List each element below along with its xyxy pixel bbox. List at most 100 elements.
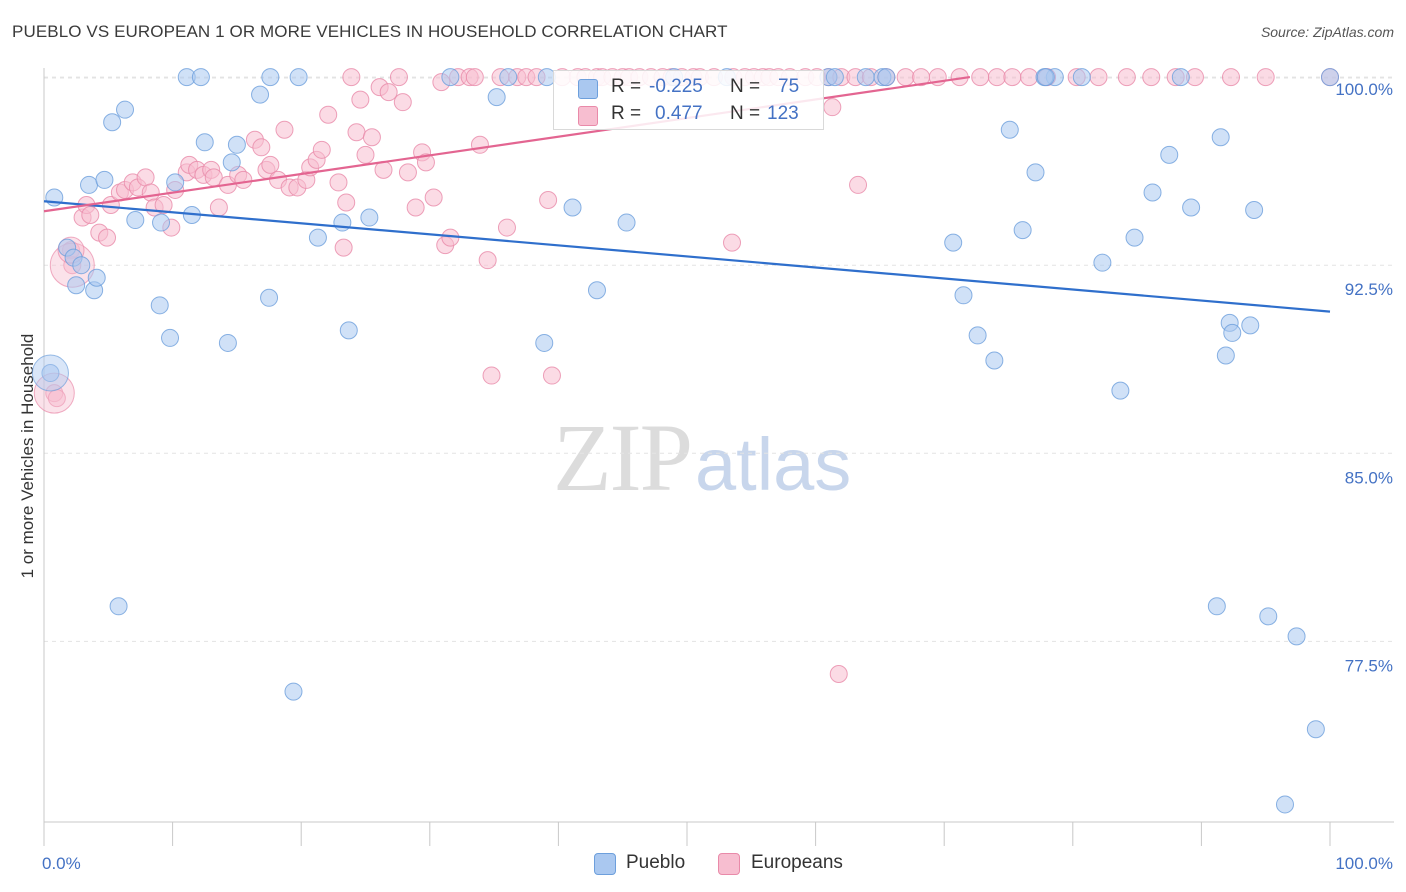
europeans-point — [154, 195, 173, 214]
europeans-point — [987, 68, 1006, 87]
pueblo-point — [289, 68, 308, 87]
pueblo-point — [222, 153, 241, 172]
pueblo-trend-line — [43, 200, 1331, 313]
europeans-trend-line — [43, 75, 971, 213]
europeans-n-label: N = — [730, 103, 761, 124]
europeans-point — [470, 135, 489, 154]
europeans-point — [971, 68, 990, 87]
europeans-point — [542, 366, 561, 385]
europeans-point — [539, 190, 558, 209]
pueblo-point — [1111, 381, 1130, 400]
pueblo-point — [1013, 221, 1032, 240]
europeans-point — [398, 163, 417, 182]
pueblo-n-label: N = — [730, 76, 761, 97]
source-label: Source: ZipAtlas.com — [1260, 24, 1394, 40]
pueblo-point — [1207, 597, 1226, 616]
pueblo-point — [41, 364, 60, 383]
europeans-point — [1089, 68, 1108, 87]
pueblo-point-large — [31, 354, 69, 392]
europeans-point — [209, 198, 228, 217]
pueblo-r-label: R = — [611, 76, 642, 97]
europeans-point — [393, 93, 412, 112]
europeans-point — [319, 105, 338, 124]
pueblo-point — [1287, 627, 1306, 646]
pueblo-point — [499, 68, 518, 87]
europeans-point — [896, 68, 915, 87]
pueblo-point — [856, 68, 875, 87]
europeans-point — [1256, 68, 1275, 87]
pueblo-point — [260, 288, 279, 307]
europeans-r-label: R = — [611, 103, 642, 124]
pueblo-point — [1182, 198, 1201, 217]
europeans-point — [362, 128, 381, 147]
europeans-point — [329, 173, 348, 192]
grid-lines — [44, 76, 1394, 642]
legend-row-pueblo: R = -0.225 N = 75 — [554, 74, 823, 100]
pueblo-point — [617, 213, 636, 232]
watermark-zip: ZIP — [553, 404, 693, 511]
pueblo-point — [308, 228, 327, 247]
pueblo-point — [72, 256, 91, 275]
europeans-n-value: 123 — [767, 103, 799, 124]
europeans-point — [312, 140, 331, 159]
europeans-point — [337, 193, 356, 212]
europeans-point — [406, 198, 425, 217]
pueblo-point — [152, 213, 171, 232]
pueblo-point — [968, 326, 987, 345]
pueblo-point — [166, 173, 185, 192]
pueblo-point — [109, 597, 128, 616]
europeans-point — [261, 155, 280, 174]
europeans-point — [351, 90, 370, 109]
pueblo-point — [1143, 183, 1162, 202]
watermark-atlas: atlas — [695, 423, 852, 506]
pueblo-point — [195, 133, 214, 152]
europeans-point — [379, 83, 398, 102]
y-tick-label: 92.5% — [1345, 280, 1393, 299]
pueblo-point — [360, 208, 379, 227]
pueblo-points — [31, 68, 1339, 814]
europeans-point — [234, 170, 253, 189]
pueblo-r-value: -0.225 — [649, 76, 703, 97]
pueblo-point — [954, 286, 973, 305]
pueblo-point — [1321, 68, 1339, 87]
europeans-point — [1020, 68, 1039, 87]
europeans-point — [98, 228, 117, 247]
pueblo-point — [126, 211, 145, 230]
y-tick-label: 100.0% — [1335, 80, 1393, 99]
y-tick-label: 77.5% — [1345, 656, 1393, 675]
stats-legend: R = -0.225 N = 75 R = 0.477 N = 123 — [553, 70, 824, 130]
pueblo-point — [1093, 253, 1112, 272]
pueblo-point — [191, 68, 210, 87]
europeans-point — [424, 188, 443, 207]
chart-title: PUEBLO VS EUROPEAN 1 OR MORE VEHICLES IN… — [12, 22, 728, 41]
europeans-point — [356, 145, 375, 164]
pueblo-swatch — [578, 79, 598, 99]
pueblo-point — [1171, 68, 1190, 87]
europeans-point — [482, 366, 501, 385]
pueblo-point — [1036, 68, 1055, 87]
europeans-point — [465, 68, 484, 87]
europeans-point — [723, 233, 742, 252]
pueblo-point — [261, 68, 280, 87]
pueblo-point — [535, 333, 554, 352]
pueblo-point — [150, 296, 169, 315]
pueblo-point — [1306, 720, 1325, 739]
pueblo-point — [1245, 201, 1264, 220]
tick-labels: 77.5% 85.0% 92.5% 100.0% 0.0% 100.0% — [42, 80, 1393, 873]
pueblo-point — [441, 68, 460, 87]
pueblo-point — [1241, 316, 1260, 335]
europeans-swatch — [578, 106, 598, 126]
pueblo-point — [587, 281, 606, 300]
pueblo-point — [339, 321, 358, 340]
legend-row-europeans: R = 0.477 N = 123 — [554, 101, 823, 127]
pueblo-point — [944, 233, 963, 252]
pueblo-point — [103, 113, 122, 132]
europeans-point — [252, 138, 271, 157]
europeans-point — [849, 175, 868, 194]
pueblo-n-value: 75 — [778, 76, 800, 97]
pueblo-point — [227, 135, 246, 154]
pueblo-point — [825, 68, 844, 87]
europeans-point — [1142, 68, 1161, 87]
europeans-point — [829, 665, 848, 684]
pueblo-point — [80, 175, 99, 194]
